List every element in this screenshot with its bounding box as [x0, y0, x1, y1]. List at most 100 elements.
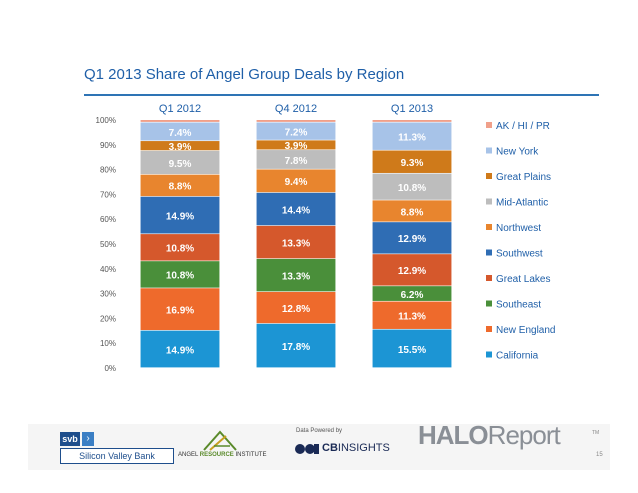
legend-label: California	[496, 351, 539, 362]
y-tick-label: 20%	[100, 314, 116, 323]
bar-segment	[372, 173, 452, 200]
halo-report-logo: HALOReport	[418, 420, 561, 451]
data-label: 3.9%	[285, 141, 308, 152]
bar-segment	[140, 330, 220, 368]
bar-segment	[372, 120, 452, 122]
bar-segment	[140, 141, 220, 151]
bar-segment	[256, 150, 336, 169]
data-powered-by-label: Data Powered by	[296, 428, 343, 434]
y-tick-label: 10%	[100, 339, 116, 348]
legend-label: Northwest	[496, 223, 541, 234]
legend-swatch	[486, 351, 492, 358]
cb-rest: INSIGHTS	[337, 442, 390, 454]
bar-segment	[256, 225, 336, 259]
bar-segment	[372, 301, 452, 329]
bar-segment	[372, 254, 452, 286]
bar-segment	[140, 122, 220, 141]
bar-segment	[140, 196, 220, 234]
y-tick-label: 80%	[100, 166, 116, 175]
data-label: 13.3%	[282, 238, 310, 249]
ari-logo-icon	[203, 430, 237, 451]
data-label: 11.3%	[398, 312, 426, 323]
data-label: 16.9%	[166, 305, 194, 316]
y-tick-label: 60%	[100, 215, 116, 224]
data-label: 7.2%	[285, 127, 308, 138]
data-label: 14.9%	[166, 345, 194, 356]
bar-segment	[140, 120, 220, 122]
category-label: Q4 2012	[275, 103, 317, 115]
bar-segment	[256, 291, 336, 324]
category-label: Q1 2012	[159, 103, 201, 115]
halo-rest: Report	[487, 420, 561, 450]
data-label: 6.2%	[401, 290, 424, 301]
legend-swatch	[486, 249, 492, 256]
bar-segment	[256, 323, 336, 368]
svb-logo: svb	[60, 432, 80, 446]
ari-name-c: INSTITUTE	[233, 452, 267, 458]
bar-segment	[140, 150, 220, 175]
data-label: 17.8%	[282, 342, 310, 353]
bar-segment	[256, 140, 336, 150]
legend-label: New York	[496, 147, 539, 158]
cb-bold: CB	[322, 442, 338, 454]
data-label: 11.3%	[398, 132, 426, 143]
bar-segment	[256, 169, 336, 193]
data-label: 8.8%	[169, 182, 192, 193]
y-tick-label: 100%	[96, 116, 116, 125]
bar-segment	[256, 120, 336, 122]
data-label: 10.8%	[166, 244, 194, 255]
data-label: 14.4%	[282, 205, 310, 216]
trademark: TM	[592, 430, 600, 436]
data-label: 12.9%	[398, 266, 426, 277]
y-tick-label: 30%	[100, 290, 116, 299]
legend-label: Southwest	[496, 249, 543, 260]
data-label: 7.8%	[285, 156, 308, 167]
bar-segment	[372, 222, 452, 254]
data-label: 7.4%	[169, 128, 192, 139]
legend-label: Southeast	[496, 300, 541, 311]
stacked-bar-chart: 0% 10% 20% 30% 40% 50% 60% 70% 80% 90% 100% Q1 2012…	[96, 103, 556, 373]
halo-bold: HALO	[418, 420, 489, 450]
bar-segment	[256, 192, 336, 226]
data-label: 10.8%	[166, 271, 194, 282]
y-tick-label: 70%	[100, 190, 116, 199]
legend-swatch	[486, 326, 492, 332]
data-label: 10.8%	[398, 183, 426, 194]
bar-segment	[256, 258, 336, 292]
bar-segment	[140, 234, 220, 261]
title-rule	[84, 94, 599, 96]
page-number: 15	[596, 452, 603, 458]
y-tick-label: 90%	[100, 141, 116, 150]
bar-segment	[372, 286, 452, 301]
chart-title: Q1 2013 Share of Angel Group Deals by Re…	[84, 66, 405, 83]
data-label: 15.5%	[398, 345, 426, 356]
svb-name: Silicon Valley Bank	[60, 448, 174, 464]
bar-segment	[372, 200, 452, 222]
bar-segment	[140, 174, 220, 197]
data-label: 9.5%	[169, 159, 192, 170]
legend-swatch	[486, 122, 492, 128]
bar-segment	[140, 288, 220, 331]
data-label: 8.8%	[401, 207, 424, 218]
legend-swatch	[486, 224, 492, 230]
bar-segment	[372, 150, 452, 173]
data-label: 9.4%	[285, 177, 308, 188]
ari-name-b: RESOURCE	[199, 452, 234, 458]
legend-swatch	[486, 275, 492, 281]
data-label: 3.9%	[169, 142, 192, 153]
y-tick-label: 50%	[100, 240, 116, 249]
data-label: 14.9%	[166, 211, 194, 222]
category-label: Q1 2013	[391, 103, 433, 115]
data-label: 12.8%	[282, 304, 310, 315]
legend-label: Great Lakes	[496, 274, 550, 285]
cb-insights-logo-icon	[295, 444, 319, 454]
y-tick-label: 0%	[104, 364, 116, 373]
legend-label: AK / HI / PR	[496, 121, 550, 132]
data-label: 13.3%	[282, 271, 310, 282]
bar-segment	[372, 329, 452, 368]
cb-insights-text: CBINSIGHTS	[322, 442, 390, 454]
svb-chevron-icon: ›	[82, 432, 94, 446]
legend-label: Great Plains	[496, 172, 551, 183]
data-label: 9.3%	[401, 158, 424, 169]
legend-swatch	[486, 147, 492, 154]
